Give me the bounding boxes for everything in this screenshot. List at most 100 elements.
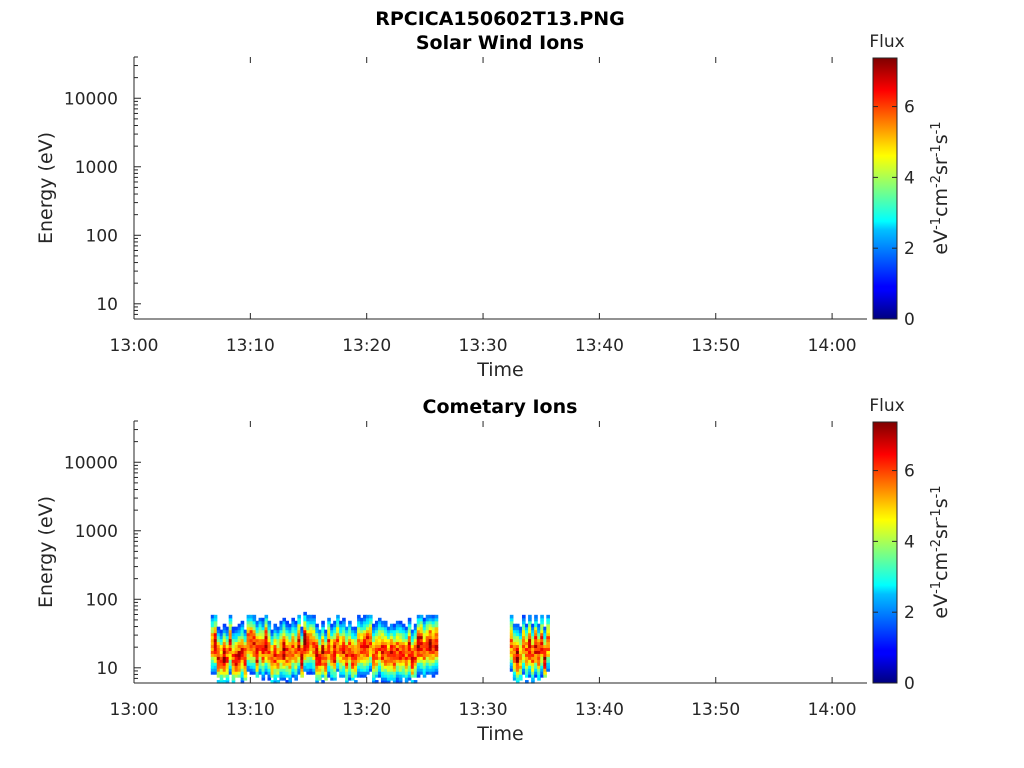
- spectrogram-cell: [252, 671, 257, 675]
- spectrogram-cell: [285, 641, 290, 646]
- spectrogram-cell: [422, 620, 427, 625]
- spectrogram-cell: [294, 653, 298, 657]
- spectrogram-cell: [255, 671, 260, 675]
- spectrogram-cell: [249, 629, 254, 634]
- spectrogram-cell: [369, 635, 373, 640]
- spectrogram-cell: [431, 626, 436, 631]
- spectrogram-cell: [255, 665, 260, 669]
- spectrogram-cell: [389, 647, 394, 651]
- spectrogram-cell: [249, 656, 254, 660]
- spectrogram-cell: [413, 641, 418, 646]
- spectrogram-cell: [276, 650, 281, 654]
- spectrogram-cell: [294, 659, 298, 663]
- spectrogram-cell: [398, 662, 403, 666]
- spectrogram-cell: [386, 626, 391, 631]
- spectrogram-cell: [213, 659, 218, 663]
- spectrogram-cell: [537, 653, 541, 657]
- spectrogram-cell: [389, 638, 394, 643]
- spectrogram-cell: [282, 626, 287, 631]
- spectrogram-cell: [345, 668, 349, 672]
- spectrogram-cell: [363, 647, 367, 651]
- spectrogram-cell: [404, 641, 409, 646]
- spectrogram-cell: [386, 632, 391, 637]
- spectrogram-cell: [261, 635, 266, 640]
- spectrogram-cell: [219, 665, 224, 669]
- spectrogram-cell: [383, 623, 388, 628]
- spectrogram-cell: [395, 653, 400, 657]
- spectrogram-cell: [243, 629, 248, 634]
- spectrogram-cell: [234, 629, 239, 634]
- spectrogram-cell: [228, 644, 233, 649]
- colorbar-gradient: [872, 421, 898, 684]
- spectrogram-cell: [366, 623, 370, 628]
- spectrogram-cell: [336, 656, 340, 660]
- spectrogram-cell: [219, 647, 224, 651]
- y-tick-label: 10000: [64, 453, 118, 473]
- spectrogram-cell: [258, 653, 263, 657]
- spectrogram-cell: [528, 662, 532, 666]
- spectrogram-cell: [389, 659, 394, 663]
- spectrogram-cell: [407, 623, 412, 628]
- spectrogram-cell: [377, 632, 382, 637]
- spectrogram-cell: [216, 644, 221, 649]
- x-tick-label: 13:20: [342, 700, 391, 720]
- spectrogram-cell: [521, 617, 526, 622]
- spectrogram-cell: [512, 653, 517, 657]
- spectrogram-cell: [291, 635, 295, 640]
- spectrogram-cell: [282, 662, 287, 666]
- spectrogram-cell: [300, 626, 304, 631]
- spectrogram-cell: [543, 635, 547, 640]
- spectrogram-cell: [303, 632, 307, 637]
- spectrogram-cell: [291, 647, 295, 651]
- spectrogram-cell: [216, 671, 221, 675]
- spectrogram-cell: [509, 650, 514, 654]
- spectrogram-cell: [407, 644, 412, 649]
- spectrogram-cell: [392, 641, 397, 646]
- spectrogram-cell: [333, 641, 337, 646]
- spectrogram-cell: [327, 620, 331, 625]
- spectrogram-cell: [372, 644, 376, 649]
- spectrogram-cell: [330, 653, 334, 657]
- spectrogram-cell: [231, 653, 236, 657]
- spectrogram-cell: [348, 641, 352, 646]
- spectrogram-cell: [404, 653, 409, 657]
- spectrogram-cell: [288, 656, 292, 660]
- spectrogram-cell: [348, 635, 352, 640]
- spectrogram-cell: [546, 644, 550, 649]
- spectrogram-cell: [246, 638, 251, 643]
- spectrogram-cell: [383, 674, 388, 678]
- spectrogram-cell: [377, 674, 382, 678]
- spectrogram-cell: [288, 632, 292, 637]
- spectrogram-cell: [407, 626, 412, 631]
- spectrogram-cell: [398, 650, 403, 654]
- spectrogram-cell: [213, 626, 218, 631]
- spectrogram-cell: [321, 635, 325, 640]
- spectrogram-cell: [231, 668, 236, 672]
- spectrogram-cell: [300, 632, 304, 637]
- spectrogram-cell: [249, 641, 254, 646]
- spectrogram-cell: [395, 677, 400, 681]
- spectrogram-cell: [297, 620, 301, 625]
- spectrogram-cell: [342, 617, 346, 622]
- spectrogram-cell: [512, 629, 517, 634]
- spectrogram-cell: [389, 674, 394, 678]
- spectrogram-cell: [294, 638, 298, 643]
- spectrogram-cell: [357, 656, 361, 660]
- spectrogram-cell: [398, 659, 403, 663]
- spectrogram-cell: [342, 671, 346, 675]
- spectrogram-cell: [294, 626, 298, 631]
- spectrogram-cell: [537, 671, 541, 675]
- spectrogram-cell: [333, 671, 337, 675]
- spectrogram-cell: [315, 632, 319, 637]
- spectrogram-cell: [419, 668, 424, 672]
- spectrogram-cell: [422, 641, 427, 646]
- spectrogram-cell: [363, 662, 367, 666]
- spectrogram-cell: [395, 641, 400, 646]
- spectrogram-cell: [246, 653, 251, 657]
- spectrogram-cell: [531, 674, 535, 678]
- y-tick-label: 10: [96, 659, 118, 679]
- spectrogram-cell: [279, 668, 284, 672]
- spectrogram-cell: [306, 623, 310, 628]
- spectrogram-cell: [255, 632, 260, 637]
- spectrogram-cell: [315, 656, 319, 660]
